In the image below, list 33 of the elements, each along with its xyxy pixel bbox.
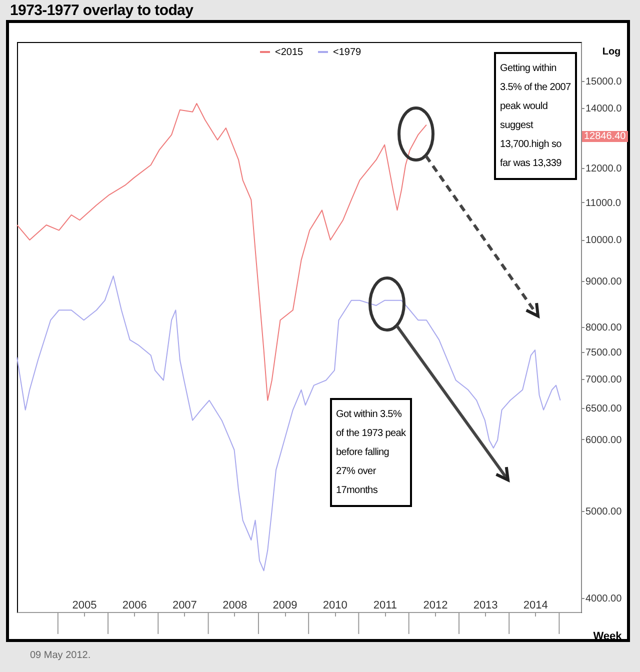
line-series	[16, 102, 427, 401]
x-tick-label: 2006	[122, 600, 147, 612]
x-tick-label: 2014	[523, 600, 548, 612]
y-tick-label: 9000.00	[586, 276, 622, 288]
y-tick-label: 11000.0	[586, 198, 622, 209]
chart-title: 1973-1977 overlay to today	[10, 2, 194, 19]
y-tick-label: 6000.00	[586, 434, 622, 446]
legend-label: <2015	[275, 47, 304, 58]
y-tick-label: 6500.00	[586, 404, 622, 415]
y-tick-label: 12000.0	[586, 164, 622, 175]
line-series	[16, 276, 561, 572]
text: 09 May 2012.	[30, 650, 91, 661]
y-tick-label: 4000.00	[586, 594, 622, 605]
annotation: Got within 3.5% of the 1973 peak before falling 27% over 17months	[330, 398, 412, 507]
legend-label: <1979	[333, 47, 362, 58]
x-tick-label: 2013	[473, 600, 498, 612]
x-tick-label: 2009	[272, 600, 298, 612]
x-tick-label: 2007	[172, 600, 197, 612]
y-axis-title: Log	[602, 46, 621, 58]
annotation: Getting within 3.5% of the 2007 peak would suggest 13,700.high so far was 13,339	[494, 52, 577, 180]
x-tick-label: 2008	[222, 600, 248, 612]
y-tick-label: 10000.0	[586, 235, 622, 246]
x-tick-label: 2005	[72, 600, 97, 612]
text: 12846.40	[582, 131, 628, 142]
y-tick-label: 7500.00	[586, 348, 622, 359]
x-tick-label: 2012	[423, 600, 448, 612]
y-tick-label: 7000.00	[586, 374, 622, 386]
x-tick-label: 2010	[322, 600, 348, 612]
y-tick-label: 14000.0	[586, 103, 622, 114]
y-tick-label: 8000.00	[586, 322, 622, 334]
y-tick-label: 5000.00	[586, 506, 622, 518]
y-tick-label: 15000.0	[586, 76, 622, 88]
x-tick-label: 2011	[373, 600, 398, 612]
